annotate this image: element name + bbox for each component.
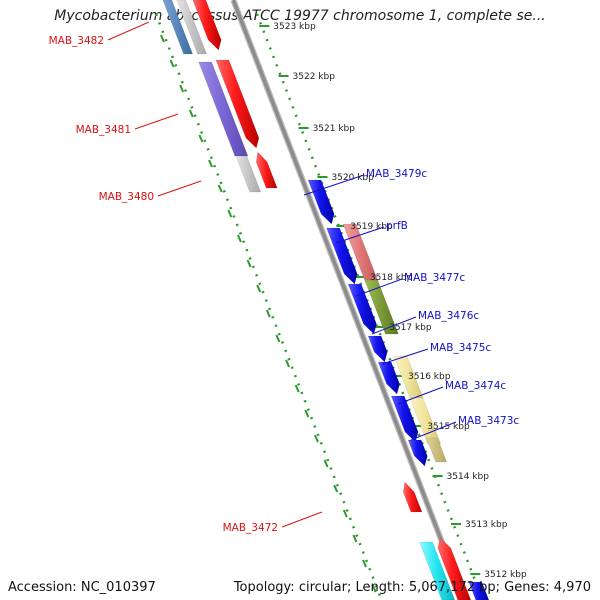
gene-feature-mab-3473c-context[interactable] bbox=[426, 437, 448, 463]
gene-feature-mab-3477c[interactable] bbox=[347, 283, 377, 335]
gene-feature-mab-3481-context[interactable] bbox=[198, 61, 249, 157]
gene-feature-prfb[interactable] bbox=[326, 227, 358, 285]
backbone-track bbox=[230, 0, 468, 600]
genes-label: Genes: bbox=[504, 580, 550, 595]
grid-tick bbox=[323, 459, 329, 468]
feature-track[interactable] bbox=[162, 0, 490, 600]
kbp-tick-label: 3520 kbp bbox=[331, 173, 374, 183]
accession-value: NC_010397 bbox=[80, 580, 156, 595]
gene-label-leader bbox=[134, 113, 179, 130]
gene-label-mab-3475c[interactable]: MAB_3475c bbox=[430, 342, 491, 354]
gene-feature-mab-3482-context[interactable] bbox=[176, 0, 207, 55]
label-layer: 3523 kbp 3522 kbp 3521 kbp 3520 kbp 3519 kbp… bbox=[49, 21, 527, 580]
gene-label-leader bbox=[335, 226, 385, 244]
footer-accession: Accession: NC_010397 bbox=[8, 580, 156, 595]
gene-label-prfb[interactable]: prfB bbox=[386, 220, 408, 232]
kbp-tick-label: 3514 kbp bbox=[447, 472, 490, 482]
accession-label: Accession: bbox=[8, 580, 77, 595]
kbp-tick-label: 3517 kbp bbox=[389, 323, 432, 333]
grid-tick bbox=[275, 334, 281, 343]
length-label: Length: bbox=[355, 580, 405, 595]
topology-value: circular bbox=[298, 580, 347, 595]
kbp-tick-label: 3516 kbp bbox=[408, 372, 451, 382]
grid-tick bbox=[198, 134, 204, 143]
grid-tick bbox=[169, 59, 175, 68]
gene-feature-context[interactable] bbox=[437, 537, 472, 600]
kbp-tick-label: 3519 kbp bbox=[350, 222, 393, 232]
grid-track bbox=[154, 13, 484, 600]
grid-tick bbox=[294, 384, 300, 393]
grid-tick bbox=[371, 584, 377, 593]
gene-feature-mab-3480[interactable] bbox=[255, 151, 278, 189]
kbp-tick-label: 3512 kbp bbox=[484, 570, 527, 580]
gene-feature-mab-3482-context[interactable] bbox=[162, 0, 193, 55]
gene-label-mab-3473c[interactable]: MAB_3473c bbox=[458, 415, 519, 427]
grid-tick bbox=[246, 259, 252, 268]
kbp-tick-label: 3518 kbp bbox=[370, 273, 413, 283]
gene-feature-context[interactable] bbox=[468, 581, 490, 600]
gene-label-mab-3479c[interactable]: MAB_3479c bbox=[366, 168, 427, 180]
grid-tick bbox=[352, 534, 358, 543]
grid-tick bbox=[333, 484, 339, 493]
gene-label-leader bbox=[397, 386, 444, 405]
gene-label-leader bbox=[371, 316, 417, 335]
kbp-tick-label: 3521 kbp bbox=[313, 124, 356, 134]
grid-tick bbox=[208, 159, 213, 168]
gene-feature-mab-3476c[interactable] bbox=[367, 335, 388, 363]
grid-tick bbox=[256, 284, 262, 293]
gene-label-mab-3482[interactable]: MAB_3482 bbox=[49, 35, 104, 47]
grid-tick bbox=[160, 34, 165, 43]
gene-label-mab-3480[interactable]: MAB_3480 bbox=[99, 191, 154, 203]
gene-label-mab-3476c[interactable]: MAB_3476c bbox=[418, 310, 479, 322]
grid-tick bbox=[314, 434, 319, 443]
gene-label-mab-3472[interactable]: MAB_3472 bbox=[223, 522, 278, 534]
genes-value: 4,970 bbox=[553, 580, 591, 595]
gene-label-leader bbox=[303, 174, 365, 196]
gene-label-mab-3474c[interactable]: MAB_3474c bbox=[445, 380, 506, 392]
gene-label-mab-3481[interactable]: MAB_3481 bbox=[76, 124, 131, 136]
gene-label-leader bbox=[355, 278, 403, 297]
gene-label-leader bbox=[381, 348, 429, 365]
backbone-line bbox=[231, 0, 466, 600]
gene-label-leader bbox=[157, 180, 202, 197]
gene-feature-mab-3473c[interactable] bbox=[407, 439, 428, 467]
grid-tick bbox=[265, 309, 271, 318]
grid-tick bbox=[188, 109, 194, 118]
footer-info: Topology: circular; Length: 5,067,172 bp… bbox=[233, 580, 591, 595]
grid-tick bbox=[362, 559, 367, 568]
gene-feature-mab-3477c-context[interactable] bbox=[364, 279, 399, 335]
gene-label-leader bbox=[107, 21, 150, 41]
gene-feature-mab-3481[interactable] bbox=[215, 59, 260, 149]
grid-tick bbox=[179, 84, 185, 93]
gene-feature-mab-3474c-context[interactable] bbox=[409, 397, 442, 445]
kbp-tick-label: 3513 kbp bbox=[465, 520, 508, 530]
length-value: 5,067,172 bp bbox=[408, 580, 496, 595]
topology-label: Topology: bbox=[233, 580, 295, 595]
kbp-tick-label: 3515 kbp bbox=[427, 422, 470, 432]
grid-tick bbox=[227, 209, 233, 218]
grid-line bbox=[255, 13, 484, 600]
gene-feature-mab-3474c[interactable] bbox=[390, 395, 419, 443]
grid-tick bbox=[285, 359, 290, 368]
grid-tick bbox=[342, 509, 348, 518]
grid-tick bbox=[237, 234, 242, 243]
gene-feature-mab-3480-context[interactable] bbox=[235, 155, 262, 193]
grid-tick bbox=[217, 184, 223, 193]
gene-label-leader bbox=[410, 421, 457, 441]
grid-tick bbox=[304, 409, 310, 418]
kbp-tick-label: 3523 kbp bbox=[273, 22, 316, 32]
gene-label-mab-3477c[interactable]: MAB_3477c bbox=[404, 272, 465, 284]
kbp-tick-label: 3522 kbp bbox=[293, 72, 336, 82]
gene-feature-context[interactable] bbox=[419, 541, 456, 600]
gene-feature-mab-3482[interactable] bbox=[192, 0, 222, 51]
gene-label-leader bbox=[281, 511, 323, 528]
gene-feature-mab-3472[interactable] bbox=[402, 481, 423, 513]
